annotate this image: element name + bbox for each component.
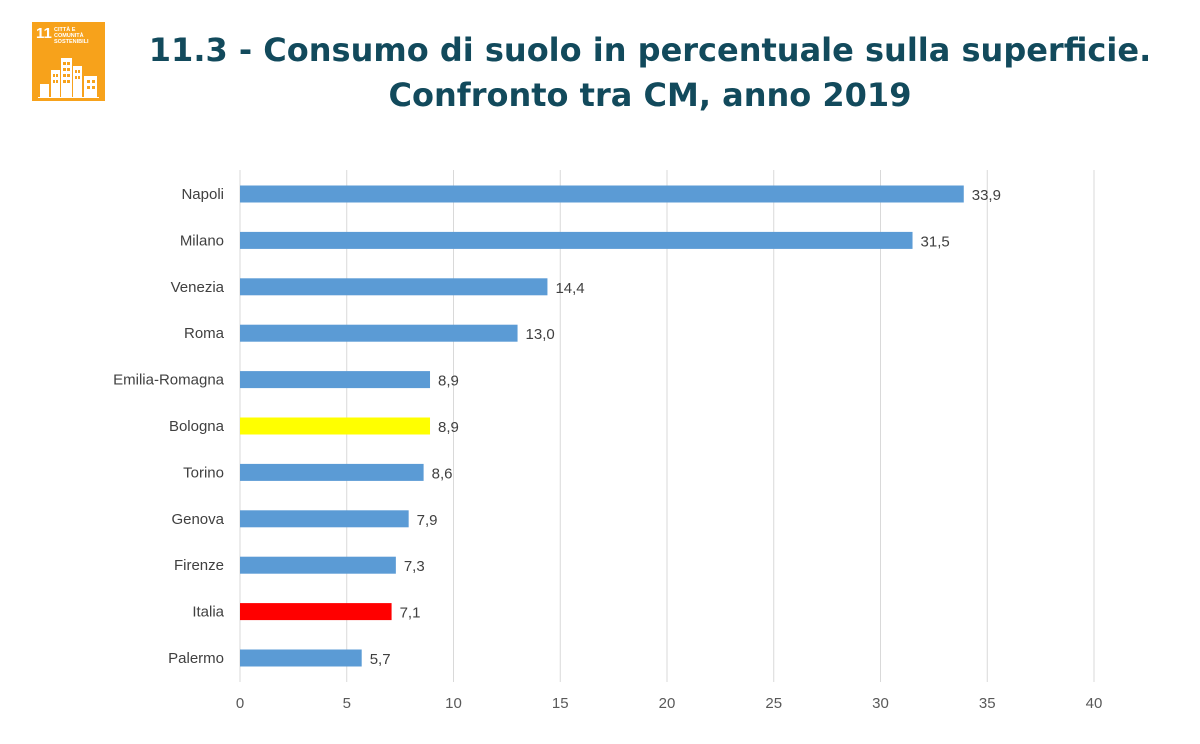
- chart-title-line-2: Confronto tra CM, anno 2019: [388, 76, 912, 114]
- x-tick-label: 30: [872, 695, 889, 712]
- data-label: 7,3: [404, 558, 425, 575]
- bar: [240, 510, 409, 528]
- data-label: 13,0: [526, 326, 555, 343]
- data-label: 31,5: [921, 233, 950, 250]
- bar: [240, 231, 913, 249]
- category-label: Roma: [184, 325, 225, 342]
- data-label: 8,9: [438, 419, 459, 436]
- x-tick-label: 5: [343, 695, 351, 712]
- sdg-number: 11: [36, 25, 52, 42]
- category-label: Firenze: [174, 557, 224, 574]
- category-label: Emilia-Romagna: [113, 372, 225, 389]
- category-label: Italia: [192, 604, 224, 621]
- category-label: Torino: [183, 464, 224, 481]
- bar: [240, 417, 431, 435]
- data-label: 33,9: [972, 187, 1001, 204]
- x-tick-label: 25: [765, 695, 782, 712]
- x-tick-label: 35: [979, 695, 996, 712]
- bar: [240, 463, 424, 481]
- chart-title: 11.3 - Consumo di suolo in percentuale s…: [140, 28, 1160, 118]
- bar: [240, 278, 548, 296]
- chart-title-line-1: 11.3 - Consumo di suolo in percentuale s…: [148, 31, 1152, 69]
- x-tick-label: 0: [236, 695, 244, 712]
- data-label: 14,4: [555, 280, 584, 297]
- data-label: 8,6: [432, 465, 453, 482]
- bar: [240, 324, 518, 342]
- x-tick-label: 40: [1086, 695, 1103, 712]
- bar: [240, 556, 396, 574]
- city-buildings-icon: [38, 58, 99, 98]
- data-label: 5,7: [370, 651, 391, 668]
- sdg-text: Città e comunità sostenibili: [54, 27, 89, 45]
- bar: [240, 603, 392, 621]
- category-label: Genova: [171, 511, 224, 528]
- bar: [240, 371, 431, 389]
- data-label: 7,9: [417, 512, 438, 529]
- category-label: Venezia: [171, 279, 225, 296]
- category-label: Napoli: [181, 186, 224, 203]
- category-label: Bologna: [169, 418, 225, 435]
- bar: [240, 185, 964, 203]
- data-label: 8,9: [438, 373, 459, 390]
- x-tick-label: 20: [659, 695, 676, 712]
- x-tick-label: 15: [552, 695, 569, 712]
- sdg-goal-11-logo: 11 Città e comunità sostenibili: [32, 22, 105, 101]
- bar: [240, 649, 362, 667]
- category-label: Palermo: [168, 650, 224, 667]
- data-label: 7,1: [400, 605, 421, 622]
- x-tick-label: 10: [445, 695, 462, 712]
- category-label: Milano: [180, 232, 224, 249]
